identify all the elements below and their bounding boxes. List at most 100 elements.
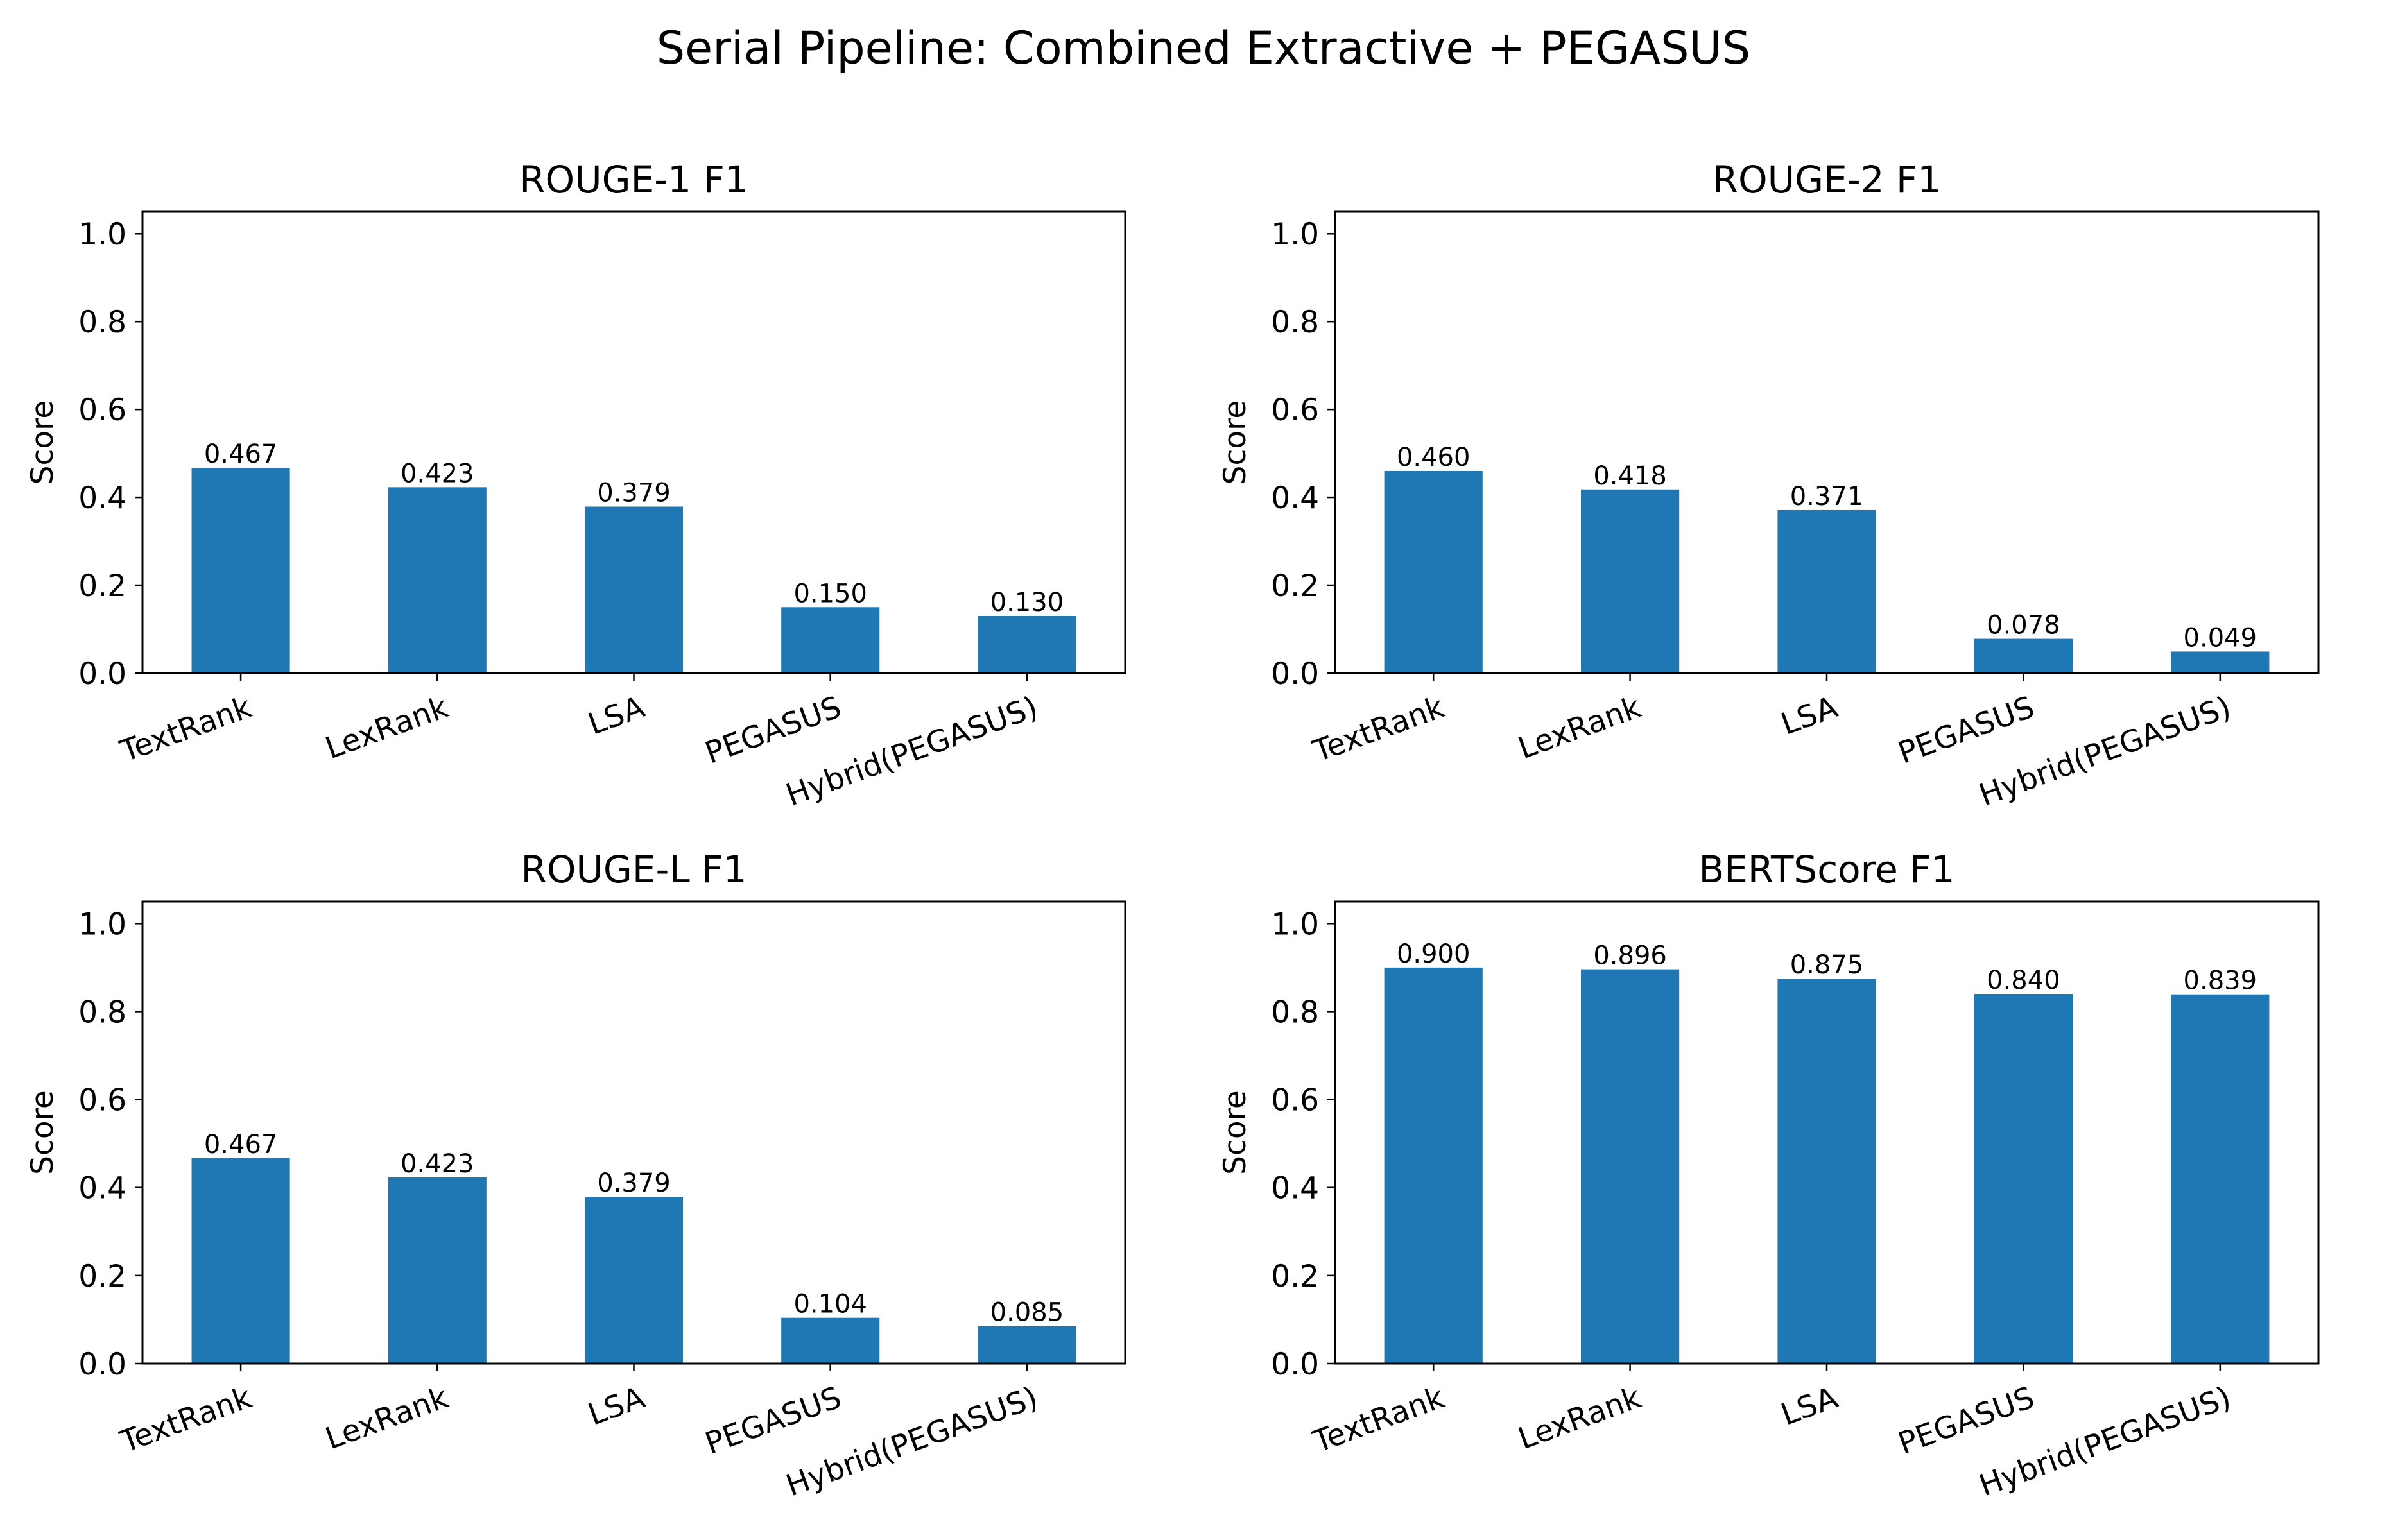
x-tick-label: LexRank	[321, 1380, 453, 1457]
bar-hybrid-pegasus	[2171, 651, 2270, 673]
bar-value-label: 0.900	[1397, 939, 1471, 969]
bar-lexrank	[1581, 969, 1680, 1364]
y-tick-label: 0.8	[78, 305, 126, 340]
bar-lexrank	[1581, 489, 1680, 673]
bar-value-label: 0.840	[1987, 966, 2060, 995]
axes-frame	[1334, 900, 2320, 1365]
axes-frame	[1334, 210, 2320, 674]
bar-value-label: 0.130	[990, 588, 1064, 617]
subplot-title: ROUGE-L F1	[521, 848, 747, 891]
bar-value-label: 0.839	[2184, 966, 2257, 996]
y-tick-label: 1.0	[1271, 907, 1319, 942]
bar-textrank	[1384, 967, 1483, 1364]
x-tick-label: LexRank	[1514, 689, 1646, 766]
bar-value-label: 0.078	[1987, 611, 2060, 640]
y-tick-label: 0.8	[1271, 995, 1319, 1030]
x-tick-label: LSA	[1777, 1380, 1842, 1433]
y-tick-label: 0.2	[1271, 1259, 1319, 1294]
bar-value-label: 0.371	[1790, 482, 1864, 511]
y-tick-label: 0.2	[78, 1259, 126, 1294]
x-tick-label: PEGASUS	[1894, 1380, 2039, 1462]
bar-value-label: 0.418	[1593, 461, 1667, 491]
x-tick-label: PEGASUS	[1894, 690, 2039, 771]
bar-hybrid-pegasus	[978, 615, 1076, 673]
y-tick-label: 0.0	[78, 656, 126, 692]
bar-pegasus	[1974, 638, 2073, 673]
x-tick-label: LSA	[583, 1380, 649, 1433]
x-tick-label: LSA	[583, 690, 649, 742]
subplot-title: ROUGE-1 F1	[519, 158, 748, 201]
y-tick-label: 0.4	[78, 481, 126, 516]
subplot-grid: ROUGE-1 F1 0.467 TextRank 0.423 LexRank 0.379…	[25, 158, 2320, 1503]
bar-textrank	[191, 1158, 290, 1364]
y-tick-label: 0.0	[1271, 656, 1319, 692]
x-tick-label: LexRank	[1514, 1380, 1646, 1457]
bar-value-label: 0.460	[1397, 443, 1471, 472]
bar-lsa	[584, 1197, 684, 1364]
bar-pegasus	[781, 607, 880, 673]
axes-frame	[141, 900, 1126, 1365]
bar-value-label: 0.150	[793, 579, 867, 608]
y-tick-label: 0.4	[78, 1171, 126, 1206]
subplot-rouge-l: ROUGE-L F1 0.467 TextRank 0.423 LexRank 0.379…	[25, 848, 1126, 1503]
bar-lexrank	[388, 487, 487, 673]
y-tick-label: 0.8	[1271, 305, 1319, 340]
y-tick-label: 0.6	[1271, 393, 1319, 428]
y-axis-label: Score	[25, 1090, 60, 1175]
x-tick-label: TextRank	[1308, 689, 1449, 769]
y-tick-label: 0.0	[1271, 1347, 1319, 1382]
bar-value-label: 0.049	[2184, 623, 2257, 653]
bar-lsa	[1777, 979, 1876, 1364]
bar-pegasus	[1974, 994, 2073, 1364]
bar-value-label: 0.104	[793, 1290, 867, 1319]
y-axis-label: Score	[25, 400, 60, 485]
figure-title: Serial Pipeline: Combined Extractive + P…	[657, 22, 1750, 74]
bar-hybrid-pegasus	[2171, 994, 2270, 1364]
y-tick-label: 1.0	[78, 907, 126, 942]
bar-lsa	[584, 506, 684, 673]
subplot-title: ROUGE-2 F1	[1713, 158, 1942, 201]
bar-value-label: 0.875	[1790, 950, 1864, 980]
x-tick-label: PEGASUS	[701, 1380, 846, 1462]
bar-value-label: 0.423	[401, 459, 474, 488]
y-tick-label: 0.4	[1271, 481, 1319, 516]
bar-lexrank	[388, 1177, 487, 1364]
y-tick-label: 0.2	[78, 569, 126, 604]
axes-frame	[141, 210, 1126, 674]
bar-hybrid-pegasus	[978, 1326, 1076, 1364]
y-axis-label: Score	[1218, 400, 1253, 485]
x-tick-label: TextRank	[1308, 1380, 1449, 1460]
x-tick-label: PEGASUS	[701, 690, 846, 771]
x-tick-label: TextRank	[116, 1380, 257, 1460]
bar-lsa	[1777, 509, 1876, 673]
y-axis-label: Score	[1218, 1090, 1253, 1175]
bar-pegasus	[781, 1317, 880, 1364]
x-tick-label: LSA	[1777, 690, 1842, 742]
bar-textrank	[1384, 471, 1483, 673]
bar-value-label: 0.423	[401, 1149, 474, 1179]
subplot-rouge-1: ROUGE-1 F1 0.467 TextRank 0.423 LexRank 0.379…	[25, 158, 1126, 813]
x-tick-label: LexRank	[321, 689, 453, 766]
bar-value-label: 0.467	[204, 1130, 278, 1159]
bar-textrank	[191, 468, 290, 673]
y-tick-label: 0.6	[78, 393, 126, 428]
subplot-bertscore: BERTScore F1 0.900 TextRank 0.896 LexRank 0.8…	[1218, 848, 2320, 1503]
y-tick-label: 0.6	[78, 1083, 126, 1118]
bar-value-label: 0.467	[204, 440, 278, 469]
bar-value-label: 0.896	[1593, 941, 1667, 971]
y-tick-label: 1.0	[78, 217, 126, 252]
y-tick-label: 0.0	[78, 1347, 126, 1382]
y-tick-label: 0.2	[1271, 569, 1319, 604]
subplot-rouge-2: ROUGE-2 F1 0.460 TextRank 0.418 LexRank 0.371…	[1218, 158, 2320, 813]
y-tick-label: 0.8	[78, 995, 126, 1030]
bar-value-label: 0.379	[597, 1168, 671, 1198]
y-tick-label: 0.4	[1271, 1171, 1319, 1206]
bar-value-label: 0.085	[990, 1298, 1064, 1328]
y-tick-label: 1.0	[1271, 217, 1319, 252]
subplot-title: BERTScore F1	[1698, 848, 1954, 891]
x-tick-label: TextRank	[116, 689, 257, 769]
bar-value-label: 0.379	[597, 478, 671, 508]
y-tick-label: 0.6	[1271, 1083, 1319, 1118]
